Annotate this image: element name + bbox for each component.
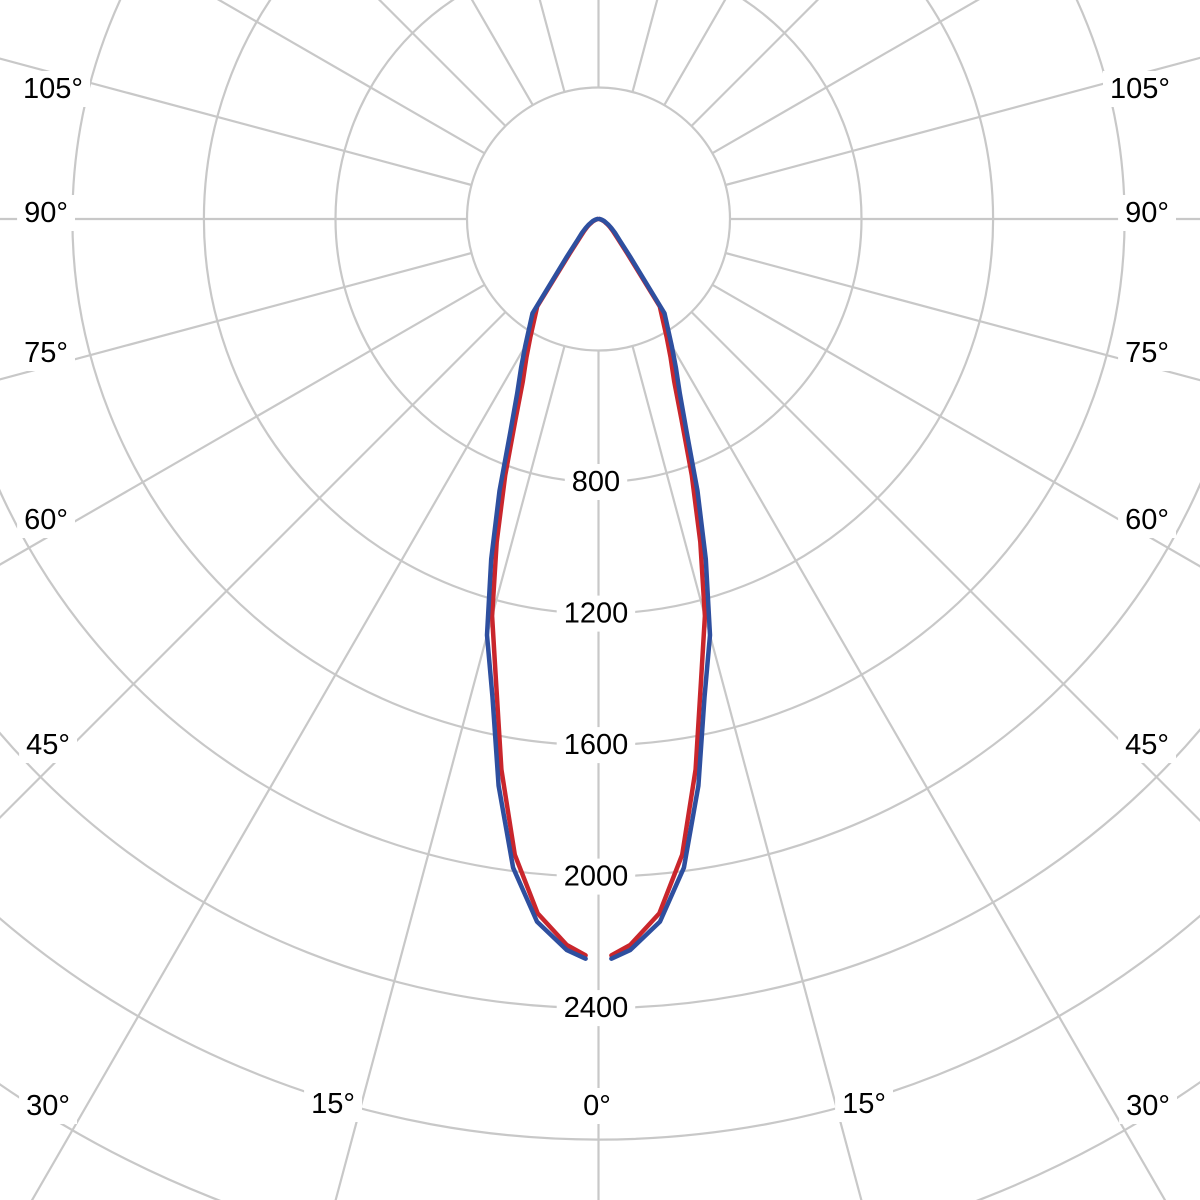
ring-label-2000: 2000 [564,861,629,893]
blue-curve-right [597,216,713,961]
ring-label-2400: 2400 [564,992,629,1024]
grid-spoke-330deg [711,0,980,155]
angle-label-9-bg [1119,1088,1177,1124]
grid-spoke-195deg [0,57,472,187]
angle-label-4: 45° [26,729,70,761]
angle-label-12-bg [1118,335,1176,371]
angle-label-11-bg [1118,502,1176,538]
angle-label-11: 60° [1125,504,1169,536]
angle-label-14: 105° [1110,73,1170,105]
ring-label-2400-bg [556,990,636,1027]
grid-spoke-60deg [663,332,1167,1200]
axis-labels: 800 1200 1600 2000 2400 105° 90° 75° 60° 45° 30° 15… [16,71,1177,1124]
angle-label-8: 15° [842,1088,886,1120]
grid-spoke-105deg [334,345,566,1200]
grid-spoke-135deg [0,311,507,820]
angle-label-7-bg [576,1088,618,1124]
grid-spoke-165deg [0,251,472,381]
angle-label-1-bg [17,195,76,231]
grid-spoke-30deg [711,283,1200,568]
grid-spoke-210deg [216,0,486,155]
ring-label-2000-bg [556,858,636,895]
angle-label-13-bg [1118,195,1176,231]
angle-label-1: 90° [24,197,68,229]
angle-label-7: 0° [583,1090,611,1122]
angle-label-4-bg [19,727,78,763]
ring-label-800-bg [564,464,628,500]
angle-label-0: 105° [23,73,83,105]
grid-spoke-120deg [30,332,534,1200]
ring-label-1200: 1200 [564,598,629,630]
angle-label-0-bg [16,71,90,107]
grid-spoke-75deg [631,345,863,1200]
grid-spoke-150deg [0,283,486,566]
angle-label-2-bg [17,335,76,371]
grid-ring-2400 [0,727,1200,1009]
angle-label-3: 60° [24,504,68,536]
angle-label-5: 30° [26,1090,70,1122]
grid-spoke-15deg [725,251,1200,382]
ring-label-1200-bg [556,595,636,632]
angle-label-12: 75° [1125,337,1169,369]
ring-label-1600-bg [556,727,636,764]
grid-ring-2800 [0,914,1200,1141]
grid-spoke-45deg [690,311,1200,823]
angle-label-8-bg [835,1086,893,1122]
angle-label-10: 45° [1125,729,1169,761]
ring-label-800: 800 [572,466,620,498]
angle-label-10-bg [1118,727,1176,763]
angle-label-13: 90° [1125,197,1169,229]
angle-label-9: 30° [1126,1090,1170,1122]
ring-label-1600: 1600 [564,729,629,761]
blue-curve-left [484,216,600,961]
angle-label-6: 15° [311,1088,355,1120]
angle-label-6-bg [304,1086,362,1122]
angle-label-3-bg [17,502,76,538]
angle-label-14-bg [1103,71,1177,107]
grid-spoke-345deg [725,56,1200,187]
angle-label-5-bg [19,1088,78,1124]
beam-curves [484,216,713,961]
angle-label-2: 75° [24,337,68,369]
